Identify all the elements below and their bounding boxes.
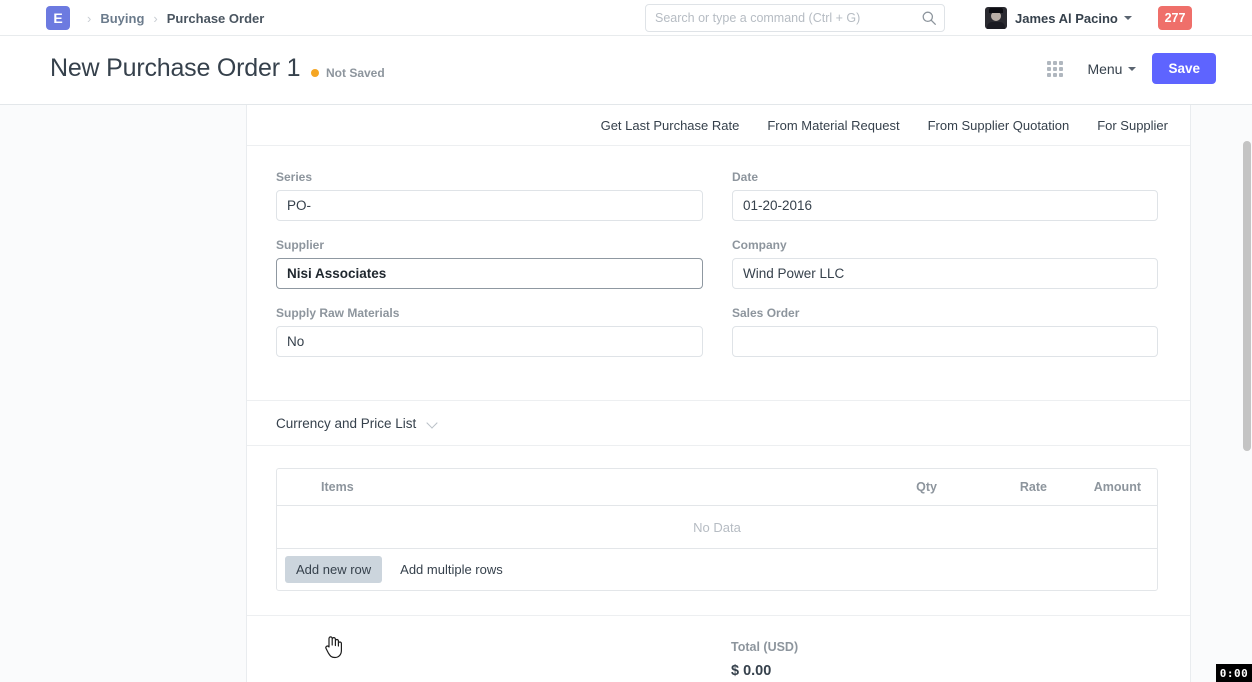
user-menu[interactable]: James Al Pacino — [985, 0, 1132, 36]
menu-label: Menu — [1087, 60, 1123, 77]
field-supplier: Supplier — [276, 238, 703, 289]
field-label-supply-raw-materials: Supply Raw Materials — [276, 306, 400, 320]
menu-dropdown-button[interactable]: Menu — [1085, 57, 1138, 81]
field-supply-raw-materials: Supply Raw Materials — [276, 306, 703, 357]
add-multiple-rows-button[interactable]: Add multiple rows — [392, 556, 511, 583]
items-table-empty-state: No Data — [277, 506, 1157, 549]
field-company: Company — [732, 238, 1158, 289]
avatar — [985, 7, 1007, 29]
page-header: New Purchase Order 1 Not Saved Menu Save — [0, 36, 1252, 105]
chevron-down-icon — [1128, 66, 1137, 71]
breadcrumb-separator-icon: › — [153, 10, 158, 26]
form-panel: Get Last Purchase Rate From Material Req… — [247, 105, 1191, 682]
search-icon[interactable] — [921, 10, 937, 26]
timer-overlay: 0:00 — [1216, 664, 1252, 682]
brand-logo-icon[interactable]: E — [46, 6, 70, 30]
notification-count-badge[interactable]: 277 — [1158, 6, 1192, 30]
page-title: New Purchase Order 1 — [50, 54, 301, 82]
field-sales-order: Sales Order — [732, 306, 1158, 374]
field-label-series: Series — [276, 170, 313, 184]
top-navbar: E › Buying › Purchase Order James Al Pac… — [0, 0, 1252, 36]
field-label-sales-order: Sales Order — [732, 306, 800, 320]
link-from-supplier-quotation[interactable]: From Supplier Quotation — [927, 117, 1070, 133]
page-header-actions: Menu Save — [1047, 53, 1216, 84]
total-label: Total (USD) — [731, 640, 799, 654]
main-fields-section: Series Date Supplier Company Supply Raw … — [247, 146, 1190, 401]
search-box — [645, 4, 945, 32]
search-input[interactable] — [645, 4, 945, 32]
status-badge: Not Saved — [311, 66, 385, 80]
supplier-input[interactable] — [276, 258, 703, 289]
sales-order-input[interactable] — [732, 326, 1158, 357]
items-table-header: Items Qty Rate Amount — [277, 469, 1157, 506]
total-value: $ 0.00 — [731, 663, 772, 679]
total-block: Total (USD) $ 0.00 — [731, 640, 1158, 679]
vertical-scrollbar[interactable] — [1243, 141, 1252, 682]
link-from-material-request[interactable]: From Material Request — [767, 117, 900, 133]
field-label-date: Date — [732, 170, 759, 184]
supply-raw-materials-input[interactable] — [276, 326, 703, 357]
status-dot-icon — [311, 69, 319, 77]
left-rail — [0, 105, 247, 682]
status-label: Not Saved — [326, 66, 385, 80]
breadcrumb-separator-icon: › — [87, 10, 92, 26]
user-name-label: James Al Pacino — [1015, 10, 1118, 26]
field-label-company: Company — [732, 238, 787, 252]
series-input[interactable] — [276, 190, 703, 221]
right-rail — [1191, 105, 1252, 682]
breadcrumb: › Buying › Purchase Order — [78, 0, 264, 36]
items-table: Items Qty Rate Amount No Data Add new ro… — [276, 468, 1158, 591]
company-input[interactable] — [732, 258, 1158, 289]
column-header-qty: Qty — [916, 480, 937, 494]
column-header-rate: Rate — [1019, 480, 1047, 494]
totals-section: Total (USD) $ 0.00 — [247, 616, 1190, 682]
chevron-down-icon — [1123, 16, 1132, 20]
add-new-row-button[interactable]: Add new row — [285, 556, 383, 583]
breadcrumb-item-purchase-order[interactable]: Purchase Order — [166, 10, 265, 26]
section-currency-and-price-list[interactable]: Currency and Price List — [247, 401, 1190, 446]
page-body: Get Last Purchase Rate From Material Req… — [0, 105, 1252, 682]
field-label-supplier: Supplier — [276, 238, 325, 252]
scrollbar-thumb[interactable] — [1243, 141, 1251, 451]
column-header-amount: Amount — [1093, 480, 1141, 494]
section-title-currency: Currency and Price List — [276, 415, 417, 431]
items-table-footer: Add new row Add multiple rows — [277, 549, 1157, 590]
field-series: Series — [276, 170, 703, 221]
save-button[interactable]: Save — [1152, 53, 1216, 84]
link-get-last-purchase-rate[interactable]: Get Last Purchase Rate — [600, 117, 740, 133]
field-date: Date — [732, 170, 1158, 221]
form-action-links: Get Last Purchase Rate From Material Req… — [247, 105, 1190, 146]
column-header-items: Items — [321, 480, 354, 494]
items-section: Items Qty Rate Amount No Data Add new ro… — [247, 446, 1190, 616]
chevron-down-icon — [427, 418, 438, 429]
grid-apps-icon[interactable] — [1047, 60, 1064, 77]
date-input[interactable] — [732, 190, 1158, 221]
breadcrumb-item-buying[interactable]: Buying — [100, 10, 145, 26]
link-for-supplier[interactable]: For Supplier — [1097, 117, 1168, 133]
